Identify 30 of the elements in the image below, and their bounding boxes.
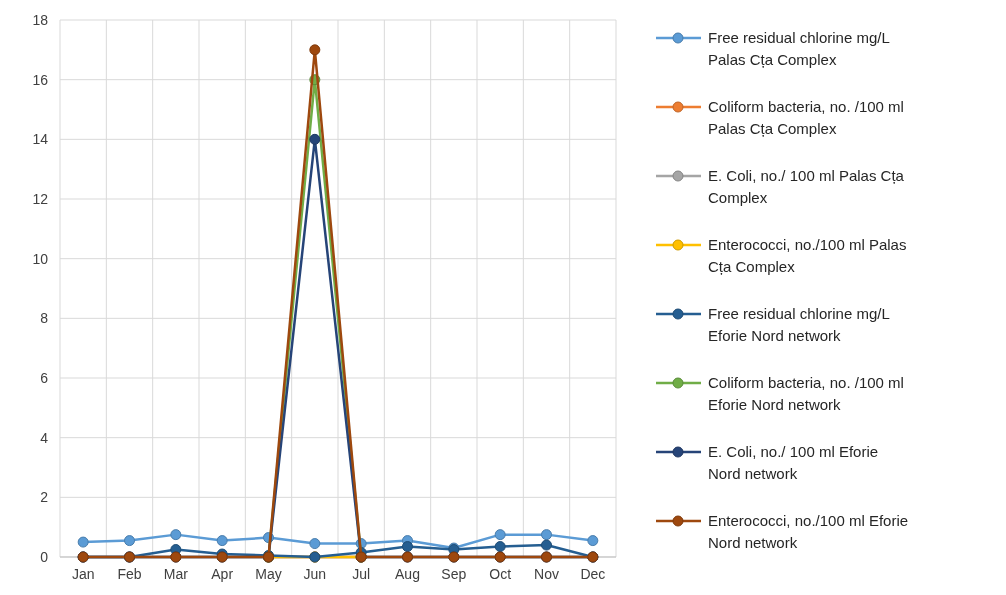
y-tick-label: 2 — [40, 489, 49, 506]
x-tick-label: Oct — [489, 566, 512, 582]
y-tick-label: 6 — [40, 369, 49, 386]
x-tick-label: Nov — [534, 566, 559, 582]
x-tick-label: Mar — [163, 566, 189, 582]
x-tick-label: Apr — [211, 566, 234, 582]
legend-label: Free residual chlorine mg/L Palas Cța Complex — [708, 29, 890, 69]
y-tick-label: 12 — [32, 190, 49, 207]
y-tick-label: 0 — [40, 548, 49, 565]
x-tick-label: Sep — [441, 566, 467, 582]
x-tick-label: Jul — [352, 566, 371, 582]
legend-label: E. Coli, no./ 100 ml Eforie Nord network — [708, 443, 879, 483]
x-tick-label: Jun — [303, 566, 327, 582]
x-tick-label: Aug — [395, 566, 420, 582]
y-tick-label: 14 — [32, 131, 49, 148]
y-tick-label: 18 — [32, 11, 49, 28]
y-tick-label: 10 — [32, 250, 49, 267]
x-tick-label: Jan — [71, 566, 95, 582]
x-tick-label: May — [255, 566, 282, 582]
legend-label: Coliform bacteria, no. /100 ml Palas Cța Complex — [708, 98, 904, 138]
legend-label: Enterococci, no./100 ml Palas Cța Complex — [708, 236, 907, 276]
legend-label: Enterococci, no./100 ml Eforie Nord network — [708, 512, 909, 552]
y-tick-label: 16 — [32, 71, 49, 88]
legend-label: Coliform bacteria, no. /100 ml Eforie Nord network — [708, 374, 904, 414]
x-tick-label: Dec — [580, 566, 606, 582]
y-tick-label: 4 — [40, 429, 49, 446]
legend-label: E. Coli, no./ 100 ml Palas Cța Complex — [708, 167, 905, 207]
legend-label: Free residual chlorine mg/L Eforie Nord network — [708, 305, 890, 345]
y-tick-label: 8 — [40, 310, 49, 327]
x-tick-label: Feb — [117, 566, 142, 582]
